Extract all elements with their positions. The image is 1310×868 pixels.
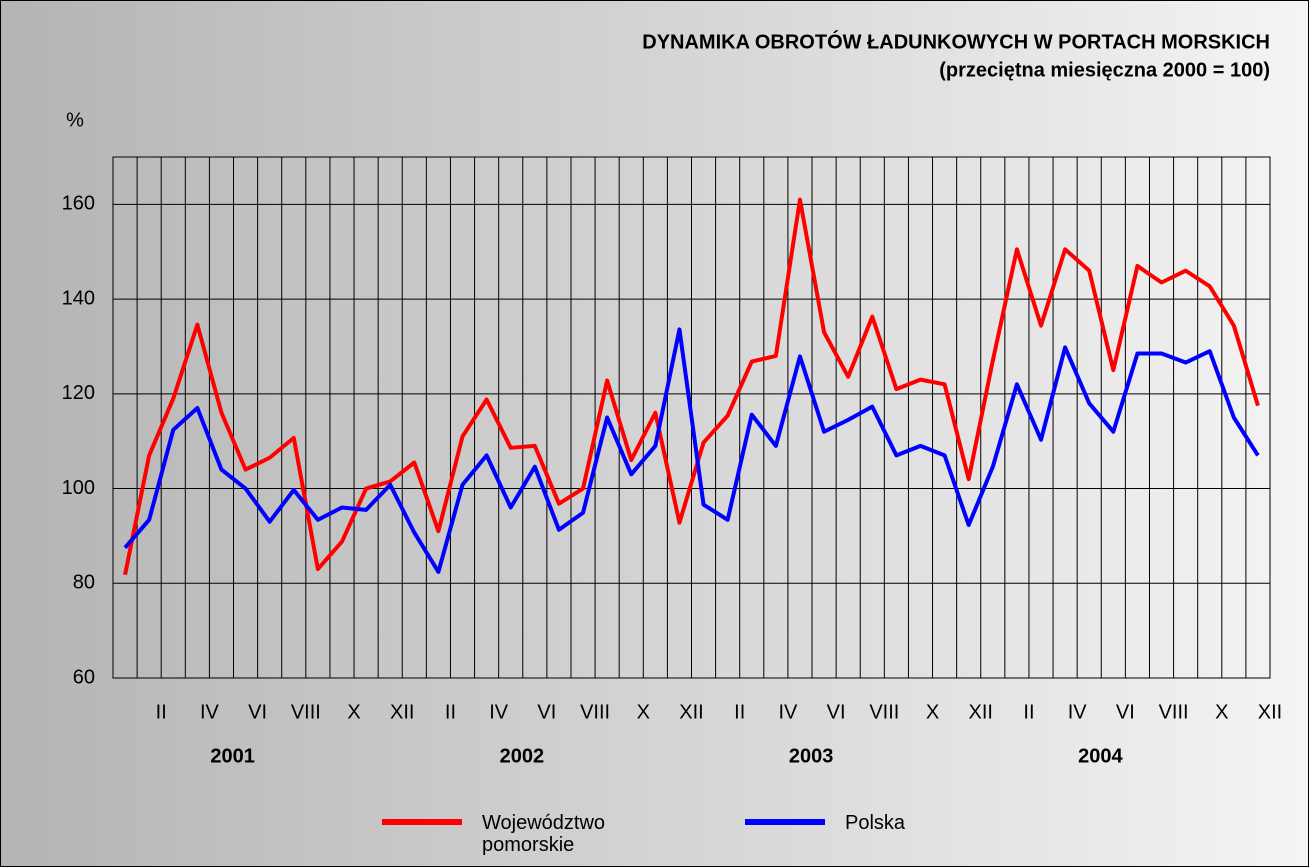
y-tick-label: 120 [62, 382, 95, 404]
x-tick-label: XII [390, 701, 414, 723]
x-tick-label: X [1215, 701, 1228, 723]
chart-title: DYNAMIKA OBROTÓW ŁADUNKOWYCH W PORTACH M… [642, 29, 1270, 53]
x-tick-label: IV [489, 701, 509, 723]
x-tick-label: XII [969, 701, 993, 723]
x-tick-label: VI [1116, 701, 1135, 723]
x-tick-label: X [347, 701, 360, 723]
x-tick-label: X [637, 701, 650, 723]
x-tick-label: XII [1258, 701, 1282, 723]
y-tick-label: 140 [62, 287, 95, 309]
x-tick-label: II [1023, 701, 1034, 723]
x-tick-label: VIII [580, 701, 610, 723]
x-tick-label: VIII [1159, 701, 1189, 723]
x-tick-label: IV [200, 701, 220, 723]
year-label: 2001 [210, 745, 255, 767]
x-tick-label: II [445, 701, 456, 723]
x-tick-label: VI [248, 701, 267, 723]
x-tick-label: VIII [291, 701, 321, 723]
y-tick-label: 160 [62, 193, 95, 215]
y-axis-label: % [66, 109, 84, 131]
year-label: 2002 [500, 745, 545, 767]
x-tick-label: II [156, 701, 167, 723]
y-tick-label: 80 [73, 572, 95, 594]
x-tick-label: IV [1068, 701, 1088, 723]
series-line [123, 197, 1260, 576]
x-tick-label: XII [679, 701, 703, 723]
year-label: 2004 [1078, 745, 1123, 767]
legend-label: Polska [845, 812, 906, 834]
x-tick-label: IV [778, 701, 798, 723]
year-label: 2003 [789, 745, 834, 767]
y-tick-label: 60 [73, 666, 95, 688]
legend-label: Województwo pomorskie [482, 812, 606, 856]
series-line [123, 327, 1260, 574]
chart-subtitle: (przeciętna miesięczna 2000 = 100) [939, 59, 1270, 81]
x-tick-label: VI [827, 701, 846, 723]
x-tick-label: X [926, 701, 939, 723]
x-tick-label: II [734, 701, 745, 723]
x-tick-label: VI [537, 701, 556, 723]
y-tick-label: 100 [62, 477, 95, 499]
x-tick-label: VIII [869, 701, 899, 723]
